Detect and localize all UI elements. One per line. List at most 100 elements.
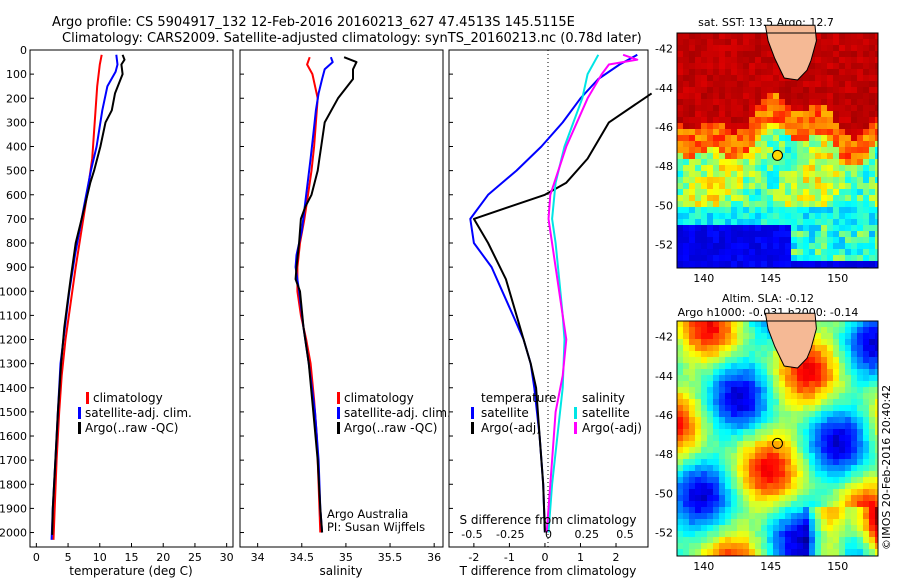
map-cell <box>821 393 827 399</box>
map-cell <box>749 477 755 483</box>
map-cell <box>821 141 827 147</box>
map-cell <box>857 513 863 519</box>
map-cell <box>695 321 701 327</box>
map-cell <box>833 411 839 417</box>
map-cell <box>695 537 701 543</box>
series-line-2 <box>294 56 334 533</box>
map-cell <box>695 495 701 501</box>
map-cell <box>875 525 878 531</box>
map-cell <box>791 93 797 99</box>
temperature-panel: 0 5 10 15 20 25 300100200300400500600700800900… <box>0 44 234 578</box>
y-tick-label: 1200 <box>0 334 27 347</box>
map-cell <box>863 495 869 501</box>
map-cell <box>677 261 683 267</box>
map-cell <box>767 357 773 363</box>
map-cell <box>761 207 767 213</box>
map-cell <box>803 147 809 153</box>
map-cell <box>821 417 827 423</box>
map-cell <box>749 75 755 81</box>
map-cell <box>719 135 725 141</box>
map-cell <box>845 483 851 489</box>
map-cell <box>851 231 857 237</box>
map-cell <box>803 507 809 513</box>
map-cell <box>827 531 833 537</box>
map-cell <box>845 141 851 147</box>
map-cell <box>827 507 833 513</box>
map-cell <box>725 207 731 213</box>
map-cell <box>779 447 785 453</box>
map-cell <box>701 201 707 207</box>
map-cell <box>797 111 803 117</box>
map-cell <box>695 423 701 429</box>
map-cell <box>809 225 815 231</box>
map-cell <box>701 135 707 141</box>
map-cell <box>761 135 767 141</box>
map-cell <box>809 219 815 225</box>
map-cell <box>845 57 851 63</box>
map-cell <box>833 75 839 81</box>
map-cell <box>737 123 743 129</box>
map-cell <box>779 123 785 129</box>
map-cell <box>833 405 839 411</box>
map-cell <box>851 441 857 447</box>
map-cell <box>737 321 743 327</box>
map-cell <box>875 201 878 207</box>
map-cell <box>677 369 683 375</box>
map-cell <box>851 105 857 111</box>
salinity-panel: 34 34.5 35 35.5 36 salinity climatology sate… <box>239 49 451 578</box>
map-cell <box>695 543 701 549</box>
map-cell <box>797 465 803 471</box>
map-cell <box>701 423 707 429</box>
map-cell <box>857 153 863 159</box>
map-cell <box>809 153 815 159</box>
map-cell <box>851 159 857 165</box>
map-cell <box>701 153 707 159</box>
map-cell <box>863 99 869 105</box>
map-cell <box>815 123 821 129</box>
map-cell <box>821 357 827 363</box>
map-cell <box>839 255 845 261</box>
map-cell <box>683 363 689 369</box>
map-cell <box>731 165 737 171</box>
map-cell <box>857 363 863 369</box>
map-cell <box>875 171 878 177</box>
map-cell <box>695 501 701 507</box>
map-cell <box>845 405 851 411</box>
map-cell <box>683 519 689 525</box>
map-cell <box>875 255 878 261</box>
map-cell <box>797 369 803 375</box>
map-cell <box>869 141 875 147</box>
map-cell <box>827 195 833 201</box>
map-cell <box>701 381 707 387</box>
map-cell <box>827 165 833 171</box>
map-cell <box>767 363 773 369</box>
map-cell <box>755 195 761 201</box>
map-cell <box>737 153 743 159</box>
map-cell <box>809 255 815 261</box>
map-cell <box>773 525 779 531</box>
map-cell <box>725 417 731 423</box>
map-cell <box>713 177 719 183</box>
x-tick-label: 15 <box>125 551 139 564</box>
map-cell <box>713 195 719 201</box>
map-cell <box>857 201 863 207</box>
map-cell <box>863 207 869 213</box>
map-cell <box>695 513 701 519</box>
x-tick-label: 0 <box>541 551 548 564</box>
map-cell <box>815 171 821 177</box>
map-cell <box>761 87 767 93</box>
map-cell <box>719 225 725 231</box>
map-cell <box>707 57 713 63</box>
map-cell <box>683 489 689 495</box>
map-cell <box>749 345 755 351</box>
sla-map-frame <box>676 320 879 557</box>
map-cell <box>689 333 695 339</box>
map-cell <box>833 105 839 111</box>
map-cell <box>815 231 821 237</box>
map-cell <box>779 453 785 459</box>
map-cell <box>767 57 773 63</box>
map-cell <box>731 471 737 477</box>
map-cell <box>875 387 878 393</box>
x-tick-label: 35.5 <box>378 551 403 564</box>
map-cell <box>731 411 737 417</box>
